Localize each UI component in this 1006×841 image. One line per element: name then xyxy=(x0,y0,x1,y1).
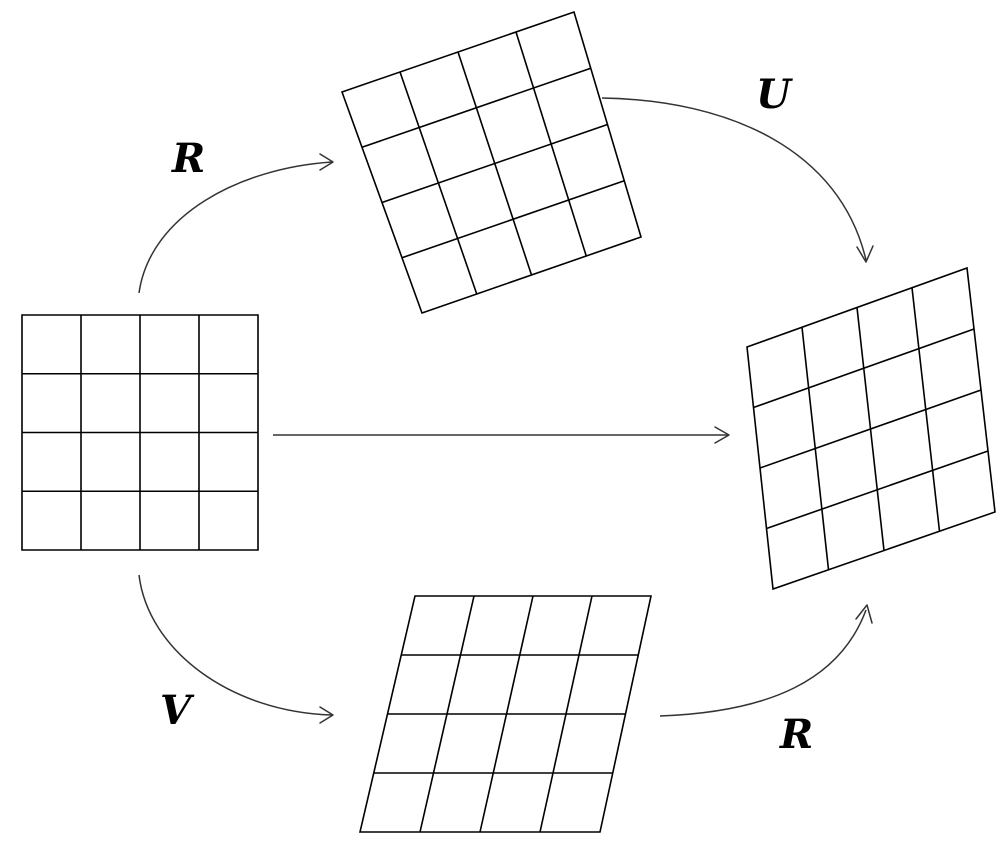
arrow-r-top xyxy=(138,153,334,294)
grid-rotated-row-line xyxy=(361,67,592,149)
grid-rotated xyxy=(340,10,642,315)
grid-original xyxy=(21,314,259,551)
label-r-bottom: R xyxy=(779,711,813,758)
label-v: V xyxy=(160,687,195,734)
grid-rotated-row-line xyxy=(381,123,608,204)
arrow-r-bottom xyxy=(659,604,873,717)
grid-rotated-row-line xyxy=(401,179,625,259)
grid-rotated-border xyxy=(340,10,642,315)
grid-sheared xyxy=(358,595,652,833)
grid-final xyxy=(746,266,996,591)
grid-final-row-line xyxy=(766,450,989,530)
arrow-u xyxy=(601,97,874,263)
label-u: U xyxy=(756,71,793,118)
arrows-layer xyxy=(138,97,874,724)
grids-layer xyxy=(21,10,996,833)
grid-final-row-line xyxy=(759,389,982,469)
grid-final-row-line xyxy=(753,328,975,409)
arrow-direct xyxy=(273,426,730,444)
arrow-v xyxy=(138,574,334,724)
labels-layer: R U V R xyxy=(160,71,813,758)
label-r-top: R xyxy=(171,135,205,182)
